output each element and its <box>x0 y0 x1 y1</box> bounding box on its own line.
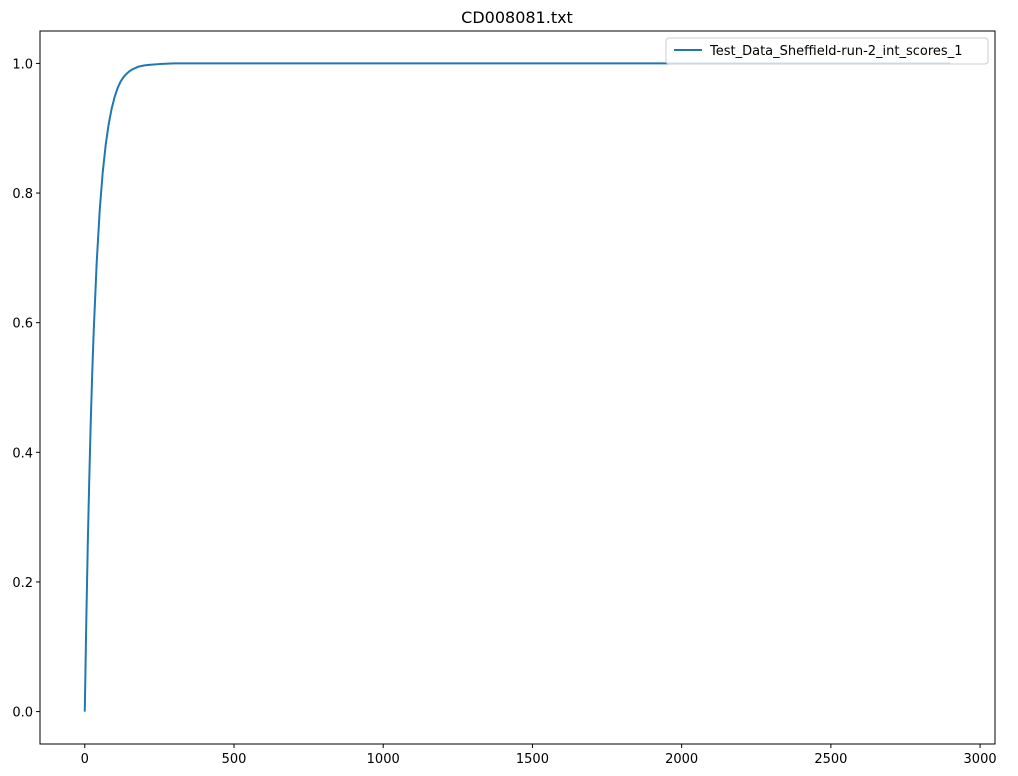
series-line <box>83 62 951 712</box>
y-tick-label: 1.0 <box>12 57 33 72</box>
y-tick-label: 0.2 <box>12 576 33 591</box>
x-tick-label: 0 <box>81 752 89 767</box>
x-axis: 0 500 1000 1500 2000 2500 3000 <box>81 744 997 767</box>
y-tick-label: 0.0 <box>12 706 33 721</box>
x-tick-label: 1000 <box>367 752 400 767</box>
y-axis: 0.0 0.2 0.4 0.6 0.8 1.0 <box>12 57 40 721</box>
legend: Test_Data_Sheffield-run-2_int_scores_1 <box>665 37 989 65</box>
legend-label: Test_Data_Sheffield-run-2_int_scores_1 <box>709 44 962 59</box>
x-tick-label: 500 <box>222 752 247 767</box>
x-tick-label: 2000 <box>665 752 698 767</box>
y-tick-label: 0.6 <box>12 317 33 332</box>
y-tick-label: 0.4 <box>12 446 33 461</box>
x-tick-label: 1500 <box>516 752 549 767</box>
plot-area <box>39 30 996 745</box>
y-tick-label: 0.8 <box>12 187 33 202</box>
legend-box <box>665 37 989 65</box>
x-tick-label: 2500 <box>814 752 847 767</box>
series-layer <box>83 62 951 712</box>
chart-title: CD008081.txt <box>461 8 573 27</box>
x-tick-label: 3000 <box>964 752 997 767</box>
